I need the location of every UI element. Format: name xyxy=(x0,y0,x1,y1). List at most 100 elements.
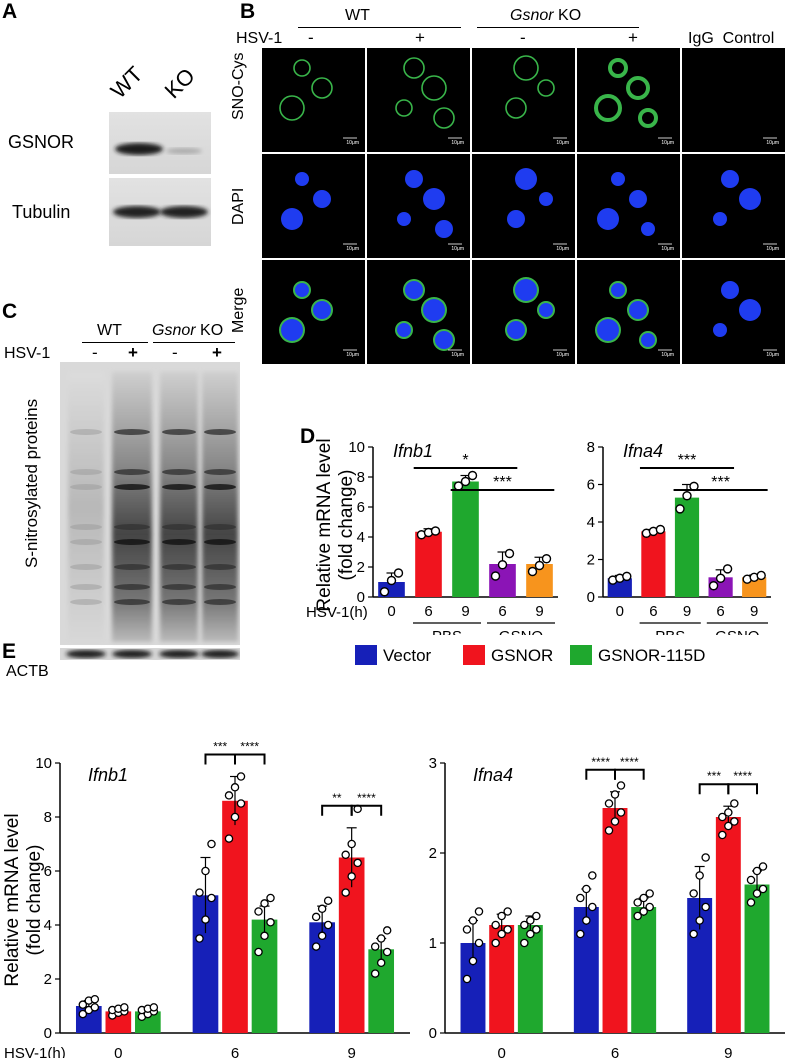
group-label-gsnor-ko-c: Gsnor KO xyxy=(152,322,223,340)
micrograph-r2-c2: 10μm xyxy=(367,154,470,258)
y-tick-label: 6 xyxy=(587,477,595,494)
data-point xyxy=(201,866,210,876)
significance-bracket xyxy=(321,804,353,816)
data-point xyxy=(576,893,585,903)
data-point xyxy=(752,866,762,876)
data-point xyxy=(78,1009,88,1019)
data-point xyxy=(382,947,392,957)
y-tick-label: 8 xyxy=(44,809,52,826)
y-axis-label: (fold change) xyxy=(24,845,45,956)
lane-c-2 xyxy=(112,372,152,642)
band-c-lane1 xyxy=(70,564,102,570)
sno-cell xyxy=(505,97,527,119)
data-point xyxy=(503,907,512,916)
band-c-lane4 xyxy=(204,539,236,545)
dapi-nucleus xyxy=(597,208,619,230)
data-point xyxy=(532,925,541,934)
band-c-lane1 xyxy=(70,524,102,530)
chart-title: Ifna4 xyxy=(473,765,513,785)
bar xyxy=(415,531,442,597)
micrograph-bg xyxy=(262,48,365,152)
data-point xyxy=(254,947,263,957)
band-tubulin-ko xyxy=(160,206,208,218)
data-point xyxy=(718,812,727,822)
data-point xyxy=(645,889,654,898)
merge-nucleus xyxy=(597,319,619,341)
band-c-lane1 xyxy=(70,539,102,545)
merge-nucleus xyxy=(515,279,537,301)
bar xyxy=(452,481,479,597)
data-point xyxy=(724,808,733,817)
band-c-lane2 xyxy=(114,469,150,475)
x-tick-label: 6 xyxy=(611,1045,619,1058)
panel-label-c: C xyxy=(2,300,18,323)
band-c-lane3 xyxy=(162,484,196,490)
sno-cell xyxy=(433,107,455,129)
data-point xyxy=(610,790,620,799)
scale-bar-label: 10μm xyxy=(556,352,569,358)
data-point xyxy=(689,929,698,939)
dapi-nucleus xyxy=(713,212,727,226)
x-tick-label: 6 xyxy=(498,603,506,620)
hsv-label-c: HSV-1 xyxy=(4,345,51,362)
group-line-wt xyxy=(298,27,461,28)
micrograph-r1-c2: 10μm xyxy=(367,48,470,152)
micrograph-r2-c5: 10μm xyxy=(682,154,785,258)
lane-label-wt: WT xyxy=(105,61,148,104)
significance-bracket xyxy=(614,768,645,780)
x-tick-label: 9 xyxy=(347,1045,355,1058)
data-point xyxy=(758,884,768,894)
data-point xyxy=(236,799,246,808)
scale-bar-label: 10μm xyxy=(766,352,779,358)
merge-nucleus xyxy=(721,281,739,299)
micrograph-r2-c4: 10μm xyxy=(577,154,680,258)
merge-nucleus xyxy=(313,301,331,319)
y-axis-label: Relative mRNA level xyxy=(314,438,335,611)
micrograph-bg xyxy=(262,154,365,258)
data-point xyxy=(376,934,386,943)
bar-gsnor-115d xyxy=(631,907,657,1033)
y-tick-label: 2 xyxy=(587,552,595,569)
y-tick-label: 2 xyxy=(357,559,365,576)
merge-nucleus xyxy=(423,299,445,321)
data-point xyxy=(474,938,484,948)
chart-title: Ifna4 xyxy=(623,441,663,461)
sno-cell xyxy=(537,79,555,97)
band-tubulin-wt xyxy=(113,206,161,218)
panel-label-b: B xyxy=(240,0,256,23)
band-c-lane3 xyxy=(162,524,196,530)
data-point xyxy=(207,839,216,849)
significance-bracket xyxy=(350,804,383,816)
y-tick-label: 4 xyxy=(587,514,595,531)
scale-bar-label: 10μm xyxy=(346,246,359,252)
data-point xyxy=(224,834,234,843)
data-point xyxy=(497,911,506,921)
x-tick-label: 9 xyxy=(683,603,691,620)
data-point xyxy=(639,893,648,903)
band-c-lane3 xyxy=(162,564,196,570)
merge-nucleus xyxy=(405,281,423,299)
blot-c-bands xyxy=(70,429,236,605)
significance-label: **** xyxy=(240,740,259,754)
scale-bar-label: 10μm xyxy=(661,140,674,146)
micrograph-bg xyxy=(367,260,470,364)
data-point xyxy=(393,568,404,578)
data-point xyxy=(504,548,515,559)
x-tick-label: 9 xyxy=(724,1045,732,1058)
band-c-lane4 xyxy=(204,564,236,570)
data-point xyxy=(195,888,204,897)
micrograph-r3-c2: 10μm xyxy=(367,260,470,364)
scale-bar-label: 10μm xyxy=(451,140,464,146)
data-point xyxy=(527,566,538,577)
data-point xyxy=(90,994,100,1004)
data-point xyxy=(722,564,733,574)
data-point xyxy=(746,898,756,907)
band-c-lane2 xyxy=(114,564,150,570)
chart-title: Ifnb1 xyxy=(393,441,433,461)
data-point xyxy=(639,907,648,916)
data-point xyxy=(370,942,380,951)
y-tick-label: 2 xyxy=(44,971,52,988)
group-label-gsnor-ko-c-suffix: KO xyxy=(200,322,224,339)
y-tick-label: 0 xyxy=(587,589,595,606)
